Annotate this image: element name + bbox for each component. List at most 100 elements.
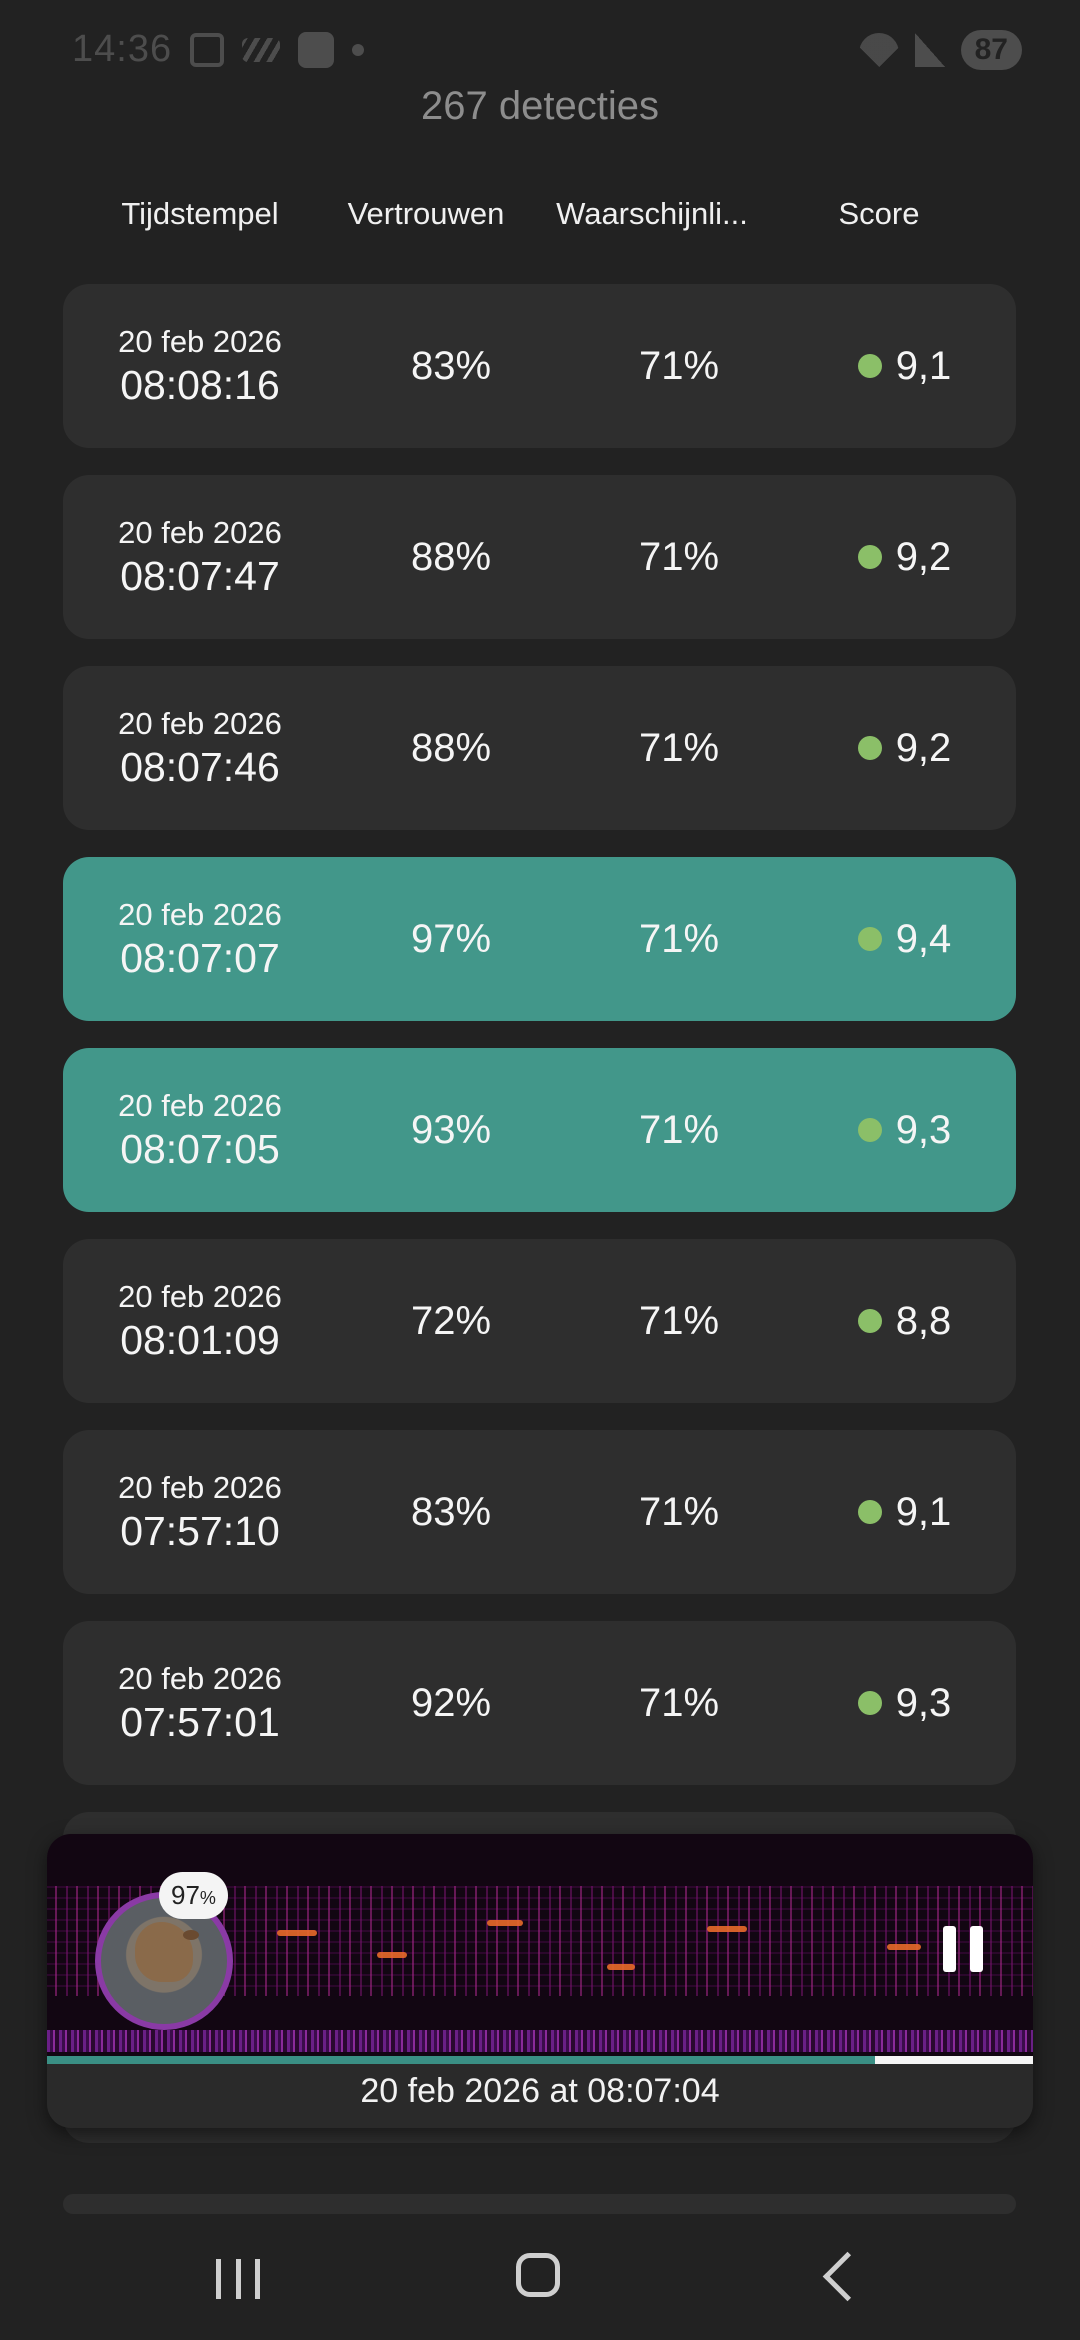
row-probability: 71% [638, 1107, 720, 1152]
row-timestamp: 20 feb 2026 08:08:16 [63, 284, 337, 448]
row-timestamp: 20 feb 2026 08:07:46 [63, 666, 337, 830]
row-timestamp: 20 feb 2026 07:57:01 [63, 1621, 337, 1785]
slash-icon [242, 38, 280, 62]
row-date: 20 feb 2026 [118, 324, 282, 359]
row-time: 08:01:09 [120, 1317, 280, 1363]
row-score: 8,8 [793, 1239, 1016, 1403]
row-confidence: 93% [410, 1107, 492, 1152]
playback-progress[interactable] [47, 2056, 1033, 2064]
row-time: 08:07:46 [120, 744, 280, 790]
status-notification-icons [190, 32, 364, 68]
row-date: 20 feb 2026 [118, 706, 282, 741]
audio-player[interactable]: 97% 20 feb 2026 at 08:07:04 [47, 1834, 1033, 2128]
column-header-probability[interactable]: Waarschijnli... [556, 196, 748, 231]
row-score: 9,4 [793, 857, 1016, 1021]
row-score-value: 9,1 [895, 1489, 952, 1534]
score-dot-icon [857, 1691, 882, 1715]
row-probability: 71% [638, 916, 720, 961]
row-confidence: 72% [410, 1298, 492, 1343]
row-confidence: 97% [410, 916, 492, 961]
row-date: 20 feb 2026 [118, 897, 282, 932]
wifi-icon [858, 33, 899, 67]
column-headers: Tijdstempel Vertrouwen Waarschijnli... S… [0, 196, 1080, 236]
row-timestamp: 20 feb 2026 08:07:07 [63, 857, 337, 1021]
detection-row[interactable]: 20 feb 2026 07:57:01 92% 71% 9,3 [63, 1621, 1016, 1785]
row-date: 20 feb 2026 [118, 515, 282, 550]
row-date: 20 feb 2026 [118, 1279, 282, 1314]
row-confidence: 92% [410, 1680, 492, 1725]
screenshot-icon [190, 33, 224, 67]
spectrogram-hotspot [607, 1964, 635, 1970]
row-score: 9,3 [793, 1621, 1016, 1785]
detection-row[interactable]: 20 feb 2026 08:07:07 97% 71% 9,4 [63, 857, 1016, 1021]
detection-row[interactable]: 20 feb 2026 08:01:09 72% 71% 8,8 [63, 1239, 1016, 1403]
row-time: 08:07:47 [120, 553, 280, 599]
spectrogram-hotspot [487, 1920, 523, 1926]
row-timestamp: 20 feb 2026 08:01:09 [63, 1239, 337, 1403]
spectrogram-hotspot [707, 1926, 747, 1932]
status-bar: 14:36 87 [0, 0, 1080, 100]
column-header-score[interactable]: Score [838, 196, 920, 231]
recent-apps-icon[interactable] [216, 2259, 260, 2299]
row-probability: 71% [638, 1298, 720, 1343]
row-score: 9,3 [793, 1048, 1016, 1212]
row-probability: 71% [638, 1489, 720, 1534]
column-header-confidence[interactable]: Vertrouwen [347, 196, 505, 231]
row-date: 20 feb 2026 [118, 1470, 282, 1505]
layers-icon [298, 32, 334, 68]
score-dot-icon [857, 545, 882, 569]
row-score: 9,2 [793, 475, 1016, 639]
dot-icon [352, 44, 364, 56]
detection-row[interactable]: 20 feb 2026 08:07:46 88% 71% 9,2 [63, 666, 1016, 830]
row-date: 20 feb 2026 [118, 1088, 282, 1123]
row-score-value: 9,1 [895, 343, 952, 388]
detection-row[interactable]: 20 feb 2026 07:57:10 83% 71% 9,1 [63, 1430, 1016, 1594]
playback-progress-fill [47, 2056, 876, 2064]
spectrogram-hotspot [887, 1944, 921, 1950]
row-score: 9,1 [793, 284, 1016, 448]
row-probability: 71% [638, 534, 720, 579]
home-icon[interactable] [516, 2253, 560, 2297]
row-probability: 71% [638, 343, 720, 388]
back-icon[interactable] [822, 2251, 873, 2302]
battery-icon: 87 [960, 30, 1022, 70]
detection-row[interactable]: 20 feb 2026 08:07:47 88% 71% 9,2 [63, 475, 1016, 639]
row-score-value: 9,4 [895, 916, 952, 961]
row-time: 08:08:16 [120, 362, 280, 408]
row-confidence: 88% [410, 534, 492, 579]
row-timestamp: 20 feb 2026 08:07:05 [63, 1048, 337, 1212]
spectrogram-hotspot [377, 1952, 407, 1958]
row-time: 08:07:07 [120, 935, 280, 981]
spectrogram-hotspot [277, 1930, 317, 1936]
score-dot-icon [857, 1309, 882, 1333]
page-title: 267 detecties [421, 84, 659, 128]
score-dot-icon [857, 736, 882, 760]
detection-row[interactable]: 20 feb 2026 08:07:05 93% 71% 9,3 [63, 1048, 1016, 1212]
row-confidence: 88% [410, 725, 492, 770]
row-time: 08:07:05 [120, 1126, 280, 1172]
row-probability: 71% [638, 1680, 720, 1725]
spectrogram-noise-band [47, 2030, 1033, 2052]
row-score: 9,1 [793, 1430, 1016, 1594]
row-time: 07:57:10 [120, 1508, 280, 1554]
row-probability: 71% [638, 725, 720, 770]
row-timestamp: 20 feb 2026 08:07:47 [63, 475, 337, 639]
status-system-icons: 87 [858, 30, 1022, 70]
pause-icon[interactable] [943, 1926, 983, 1972]
row-date: 20 feb 2026 [118, 1661, 282, 1696]
bird-icon [135, 1922, 199, 1982]
badge-unit: % [199, 1888, 216, 1908]
row-time: 07:57:01 [120, 1699, 280, 1745]
confidence-badge: 97% [159, 1872, 228, 1919]
spectrogram[interactable]: 97% [47, 1834, 1033, 2056]
detection-row[interactable]: 20 feb 2026 08:08:16 83% 71% 9,1 [63, 284, 1016, 448]
row-score-value: 9,3 [895, 1680, 952, 1725]
detection-row-partial[interactable] [63, 2194, 1016, 2214]
row-confidence: 83% [410, 1489, 492, 1534]
row-confidence: 83% [410, 343, 492, 388]
signal-icon [914, 33, 945, 67]
row-score-value: 9,3 [895, 1107, 952, 1152]
score-dot-icon [857, 1500, 882, 1524]
column-header-timestamp[interactable]: Tijdstempel [121, 196, 279, 231]
